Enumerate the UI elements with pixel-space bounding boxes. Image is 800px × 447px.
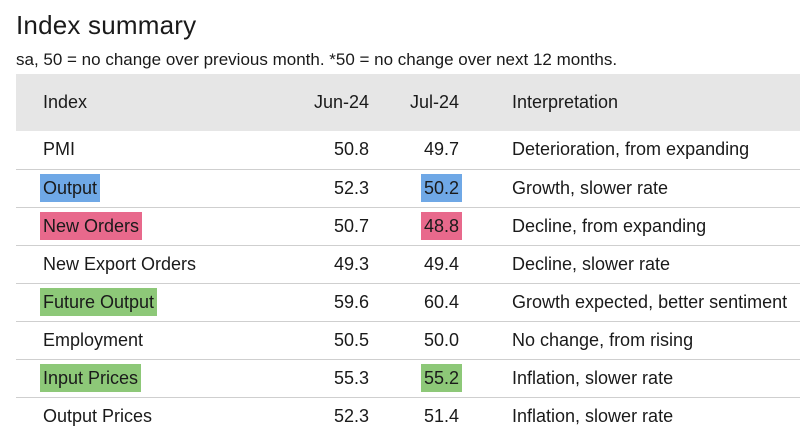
header-jun: Jun-24: [313, 92, 369, 112]
jul-value-cell: 50.2: [369, 169, 462, 207]
interpretation: Decline, slower rate: [512, 253, 671, 274]
jun-value-cell: 52.3: [267, 169, 369, 207]
table-row: PMI 50.8 49.7 Deterioration, from expanding: [16, 131, 800, 169]
table-row: New Orders 50.7 48.8 Decline, from expandin…: [16, 207, 800, 245]
interpretation: Growth, slower rate: [512, 177, 669, 198]
table-row: Output 52.3 50.2 Growth, slower rate: [16, 169, 800, 207]
jun-value: 59.6: [333, 291, 369, 312]
table-header-row: Index Jun-24 Jul-24 Interpretation: [16, 74, 800, 131]
index-name: Future Output: [40, 288, 158, 316]
index-name: Output Prices: [43, 405, 153, 426]
jul-value: 51.4: [423, 405, 459, 426]
interpretation: No change, from rising: [512, 329, 694, 350]
interpretation-cell: Decline, slower rate: [459, 245, 800, 283]
jul-value-cell: 49.4: [369, 245, 459, 283]
jul-value-cell: 49.7: [369, 131, 459, 169]
index-name: New Export Orders: [43, 253, 197, 274]
index-name-cell: Employment: [16, 321, 267, 359]
table-body: PMI 50.8 49.7 Deterioration, from expanding…: [16, 131, 800, 435]
header-jul: Jul-24: [409, 92, 459, 112]
index-name: Output: [40, 174, 101, 202]
interpretation: Growth expected, better sentiment: [512, 291, 788, 312]
interpretation: Inflation, slower rate: [512, 405, 674, 426]
jun-value-cell: 59.6: [267, 283, 369, 321]
index-name: New Orders: [40, 212, 143, 240]
index-name-cell: Output: [16, 169, 267, 207]
jun-value: 55.3: [333, 367, 369, 388]
index-name-cell: New Orders: [16, 207, 267, 245]
jun-value-cell: 50.8: [267, 131, 369, 169]
jun-value-cell: 50.7: [267, 207, 369, 245]
jul-value: 50.0: [423, 329, 459, 350]
jul-value-cell: 51.4: [369, 397, 459, 435]
jun-value-cell: 55.3: [267, 359, 369, 397]
jul-value: 49.4: [423, 253, 459, 274]
jun-value: 49.3: [333, 253, 369, 274]
page-subtitle: sa, 50 = no change over previous month. …: [16, 50, 618, 69]
jun-value: 50.8: [333, 139, 369, 160]
table-row: Employment 50.5 50.0 No change, from rising: [16, 321, 800, 359]
header-interpretation: Interpretation: [512, 92, 619, 112]
table-row: Output Prices 52.3 51.4 Inflation, slower r…: [16, 397, 800, 435]
interpretation-cell: No change, from rising: [459, 321, 800, 359]
index-name-cell: New Export Orders: [16, 245, 267, 283]
interpretation-cell: Inflation, slower rate: [459, 397, 800, 435]
index-name: PMI: [43, 139, 76, 160]
jul-value-cell: 50.0: [369, 321, 459, 359]
table-row: New Export Orders 49.3 49.4 Decline, slower…: [16, 245, 800, 283]
jul-value: 50.2: [420, 174, 462, 202]
jun-value: 50.7: [333, 215, 369, 236]
jul-value: 60.4: [423, 291, 459, 312]
jun-value-cell: 49.3: [267, 245, 369, 283]
interpretation-cell: Growth, slower rate: [459, 169, 800, 207]
jun-value: 52.3: [333, 177, 369, 198]
table-row: Input Prices 55.3 55.2 Inflation, slower ra…: [16, 359, 800, 397]
index-name: Input Prices: [40, 364, 142, 392]
index-name-cell: PMI: [16, 131, 267, 169]
jul-value: 48.8: [420, 212, 462, 240]
index-name: Employment: [43, 329, 144, 350]
jun-value-cell: 50.5: [267, 321, 369, 359]
interpretation: Deterioration, from expanding: [512, 139, 750, 160]
interpretation: Inflation, slower rate: [512, 367, 674, 388]
jul-value-cell: 60.4: [369, 283, 459, 321]
jul-value: 49.7: [423, 139, 459, 160]
jul-value: 55.2: [420, 364, 462, 392]
interpretation-cell: Growth expected, better sentiment: [459, 283, 800, 321]
interpretation-cell: Deterioration, from expanding: [459, 131, 800, 169]
interpretation: Decline, from expanding: [512, 215, 707, 236]
jun-value: 52.3: [333, 405, 369, 426]
index-name-cell: Output Prices: [16, 397, 267, 435]
index-summary-table: Index Jun-24 Jul-24 Interpretation PMI 50…: [16, 74, 800, 435]
interpretation-cell: Decline, from expanding: [459, 207, 800, 245]
jul-value-cell: 55.2: [369, 359, 462, 397]
page-title: Index summary: [16, 10, 197, 40]
index-name-cell: Future Output: [16, 283, 267, 321]
jun-value: 50.5: [333, 329, 369, 350]
table-row: Future Output 59.6 60.4 Growth expected, be…: [16, 283, 800, 321]
interpretation-cell: Inflation, slower rate: [459, 359, 800, 397]
index-name-cell: Input Prices: [16, 359, 267, 397]
jun-value-cell: 52.3: [267, 397, 369, 435]
header-index: Index: [43, 92, 88, 112]
jul-value-cell: 48.8: [369, 207, 462, 245]
